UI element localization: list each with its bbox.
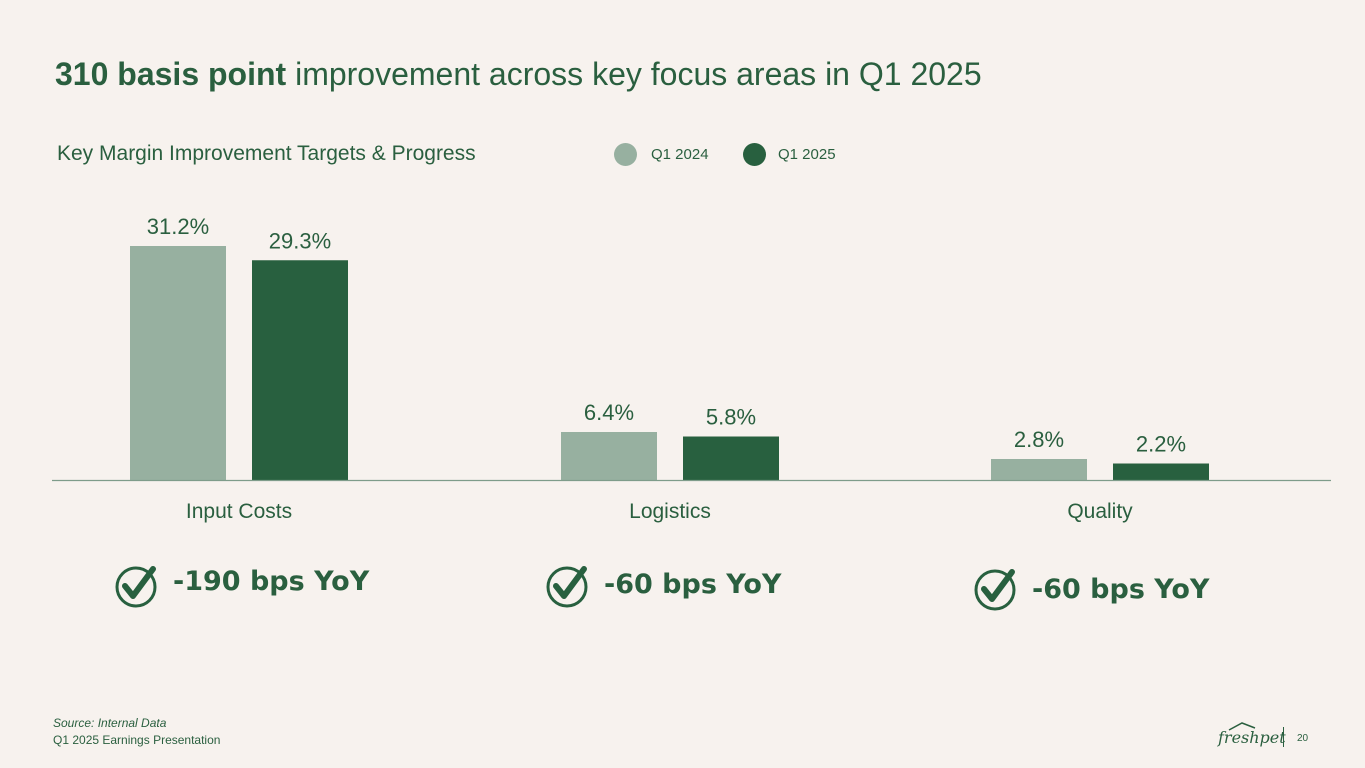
category-label: Input Costs	[186, 500, 292, 523]
bar-input-costs-q1-2025	[252, 260, 348, 480]
source-note: Source: Internal Data	[53, 716, 167, 730]
logo-roof-icon	[1228, 722, 1256, 731]
bar-input-costs-q1-2024	[130, 246, 226, 480]
footer-divider	[1283, 727, 1284, 747]
legend-label-q1-2024: Q1 2024	[651, 146, 709, 163]
checkmark-icon	[546, 566, 588, 608]
category-label: Logistics	[629, 500, 711, 523]
bar-logistics-q1-2025	[683, 436, 779, 480]
checkmark-icon	[974, 569, 1016, 611]
chart-title: Key Margin Improvement Targets & Progres…	[57, 142, 476, 165]
yoy-logistics: -60 bps YoY	[604, 569, 782, 600]
legend-swatch-q1-2024	[614, 143, 637, 166]
data-label: 2.8%	[1014, 427, 1064, 452]
legend-swatch-q1-2025	[743, 143, 766, 166]
checkmark-icon	[115, 566, 157, 608]
chart-legend: Q1 2024 Q1 2025	[614, 143, 854, 167]
bar-quality-q1-2025	[1113, 463, 1209, 480]
presentation-name: Q1 2025 Earnings Presentation	[53, 733, 221, 747]
title-rest: improvement across key focus areas in Q1…	[286, 56, 982, 92]
yoy-input-costs: -190 bps YoY	[173, 566, 370, 597]
page-number: 20	[1297, 733, 1309, 744]
data-label: 31.2%	[147, 214, 209, 239]
yoy-quality: -60 bps YoY	[1032, 574, 1210, 605]
company-logo: freshpet	[1218, 728, 1286, 747]
data-label: 6.4%	[584, 400, 634, 425]
title-bold: 310 basis point	[55, 56, 287, 92]
category-label: Quality	[1067, 500, 1133, 523]
bar-chart: 31.2% 29.3% Input Costs 6.4% 5.8% Logistics 2.…	[52, 214, 1331, 523]
legend-label-q1-2025: Q1 2025	[778, 146, 836, 163]
bar-logistics-q1-2024	[561, 432, 657, 480]
data-label: 5.8%	[706, 405, 756, 430]
data-label: 29.3%	[269, 228, 331, 253]
data-label: 2.2%	[1136, 432, 1186, 457]
bar-quality-q1-2024	[991, 459, 1087, 480]
page-title: 310 basis point improvement across key f…	[55, 56, 982, 93]
